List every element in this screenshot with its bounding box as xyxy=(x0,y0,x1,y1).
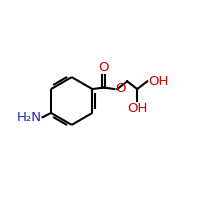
Text: O: O xyxy=(115,82,126,95)
Text: H₂N: H₂N xyxy=(17,111,42,124)
Text: O: O xyxy=(99,61,109,74)
Text: OH: OH xyxy=(148,75,168,88)
Text: OH: OH xyxy=(127,102,147,115)
